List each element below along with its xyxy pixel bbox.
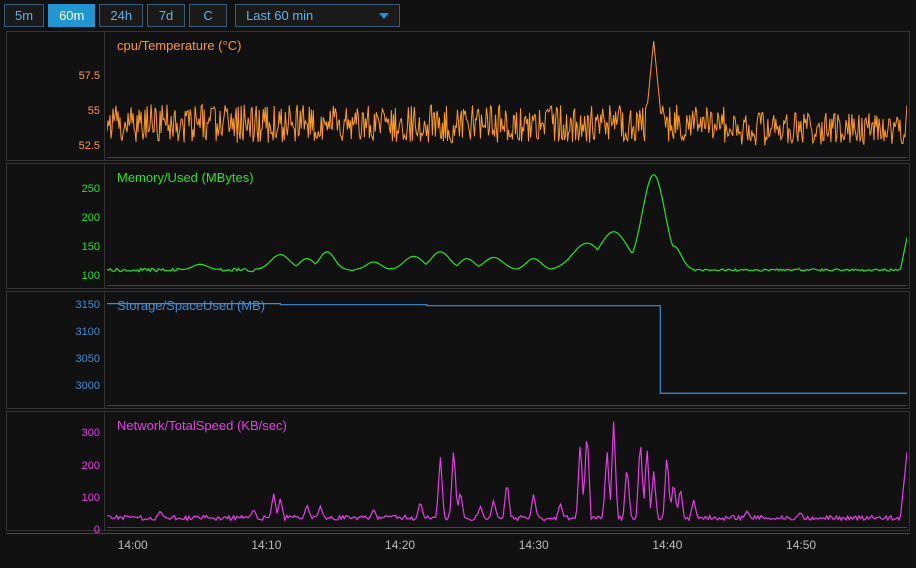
y-axis: 52.5 55 57.5 [7,32,105,160]
y-tick-label: 3050 [76,353,100,365]
range-button-24h[interactable]: 24h [99,4,143,27]
range-button-5m[interactable]: 5m [4,4,44,27]
x-tick-label: 14:10 [251,538,281,552]
range-button-60m[interactable]: 60m [48,4,95,27]
y-tick-label: 200 [82,212,100,224]
x-tick-label: 14:30 [519,538,549,552]
time-range-toolbar: 5m60m24h7dC Last 60 min [0,0,916,31]
chart-title: Memory/Used (MBytes) [117,170,254,185]
y-tick-label: 300 [82,427,100,439]
y-tick-label: 52.5 [79,140,100,152]
y-tick-label: 3000 [76,380,100,392]
time-axis: 14:00 14:10 14:20 14:30 14:40 14:50 [6,533,910,555]
x-tick-label: 14:50 [786,538,816,552]
chart-title: cpu/Temperature (°C) [117,38,241,53]
y-tick-label: 100 [82,270,100,282]
x-tick-label: 14:20 [385,538,415,552]
y-tick-label: 3100 [76,326,100,338]
baseline [107,285,907,286]
chart-title: Storage/SpaceUsed (MB) [117,298,265,313]
baseline [107,527,907,528]
y-tick-label: 3150 [76,299,100,311]
y-tick-label: 150 [82,241,100,253]
y-tick-label: 100 [82,492,100,504]
range-button-c[interactable]: C [189,4,227,27]
y-axis: 100 150 200 250 [7,164,105,288]
y-tick-label: 200 [82,460,100,472]
chart-title: Network/TotalSpeed (KB/sec) [117,418,287,433]
baseline [107,157,907,158]
x-tick-label: 14:40 [652,538,682,552]
chart-panel-storage-used: 3000 3050 3100 3150 Storage/SpaceUsed (MB) [6,291,910,409]
chart-panel-memory-used: 100 150 200 250 Memory/Used (MBytes) [6,163,910,289]
chart-panel-network-speed: 0100200300Network/TotalSpeed (KB/sec) [6,411,910,531]
time-range-dropdown[interactable]: Last 60 min [235,4,400,27]
baseline [107,405,907,406]
range-button-7d[interactable]: 7d [147,4,185,27]
y-axis: 3000 3050 3100 3150 [7,292,105,408]
chevron-down-icon [379,13,389,19]
y-tick-label: 250 [82,183,100,195]
dropdown-label: Last 60 min [246,8,313,23]
chart-panel-cpu-temp: 52.5 55 57.5 cpu/Temperature (°C) [6,31,910,161]
charts-container: 52.5 55 57.5 cpu/Temperature (°C) 100 150 200 2… [0,31,916,531]
y-tick-label: 57.5 [79,70,100,82]
y-axis: 0100200300 [7,412,105,530]
x-tick-label: 14:00 [118,538,148,552]
y-tick-label: 55 [88,105,100,117]
